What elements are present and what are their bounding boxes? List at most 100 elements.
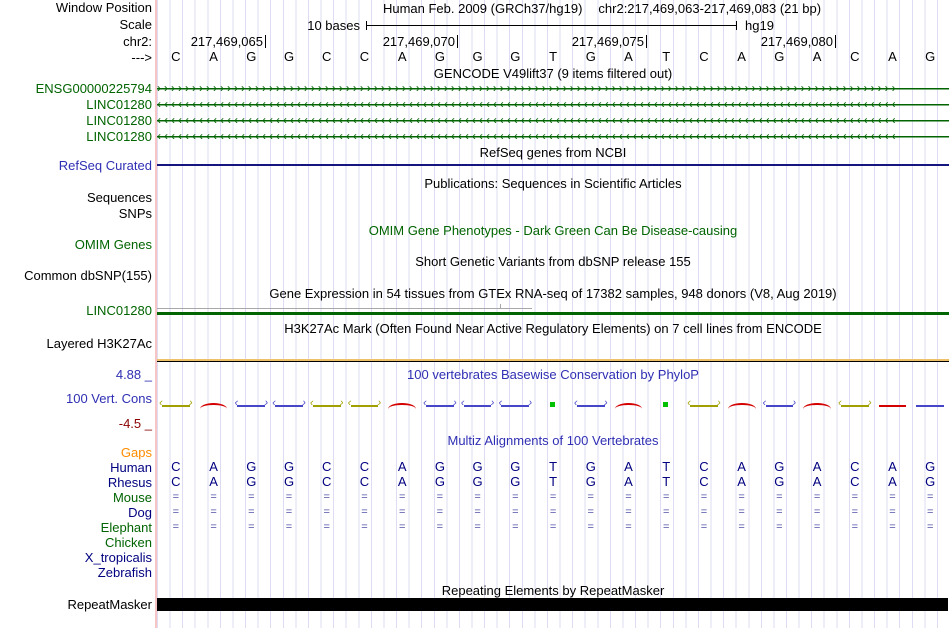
alignment-base: = xyxy=(172,491,180,503)
alignment-base: G xyxy=(283,474,295,489)
conservation-glyph xyxy=(270,398,308,411)
track-label-common-dbsnp[interactable]: Common dbSNP(155) xyxy=(24,268,152,283)
alignment-base: G xyxy=(585,459,596,474)
refseq-gene-line[interactable] xyxy=(157,164,949,166)
gtex-gene-model-line[interactable] xyxy=(157,308,532,309)
gene-label-linc01280[interactable]: LINC01280 xyxy=(86,113,152,128)
alignment-base: = xyxy=(813,491,821,503)
conservation-max-value: 4.88 _ xyxy=(115,367,152,382)
alignment-base: G xyxy=(925,459,936,474)
track-title-repeatmasker[interactable]: Repeating Elements by RepeatMasker xyxy=(441,583,665,598)
alignment-base: G xyxy=(585,474,596,489)
track-label-gtex-linc01280[interactable]: LINC01280 xyxy=(86,303,152,318)
alignment-base: = xyxy=(625,521,632,533)
conservation-glyph xyxy=(195,399,233,411)
conservation-glyph xyxy=(232,398,270,411)
alignment-base: G xyxy=(283,49,295,64)
track-title-publications[interactable]: Publications: Sequences in Scientific Ar… xyxy=(424,176,682,191)
alignment-base: = xyxy=(889,491,896,503)
conservation-wiggle[interactable] xyxy=(157,398,949,411)
conservation-glyph xyxy=(496,398,534,411)
alignment-base: = xyxy=(512,506,519,518)
track-title-refseq[interactable]: RefSeq genes from NCBI xyxy=(479,145,627,160)
alignment-base: = xyxy=(210,521,217,533)
alignment-base: C xyxy=(699,49,709,64)
alignment-base: C xyxy=(359,459,370,474)
alignment-base: = xyxy=(700,521,708,533)
position-range: chr2:217,469,063-217,469,083 (21 bp) xyxy=(598,1,822,16)
alignment-base: T xyxy=(662,459,671,474)
repeatmasker-element-bar[interactable] xyxy=(157,598,948,611)
conservation-glyph xyxy=(421,398,459,411)
gene-label-linc01280[interactable]: LINC01280 xyxy=(86,97,152,112)
coordinate-tick: 217,469,075 xyxy=(537,35,647,48)
multiz-label-chicken[interactable]: Chicken xyxy=(105,535,152,550)
alignment-base: G xyxy=(585,49,596,64)
alignment-base: G xyxy=(434,49,445,64)
gene-label-ensg00000225794[interactable]: ENSG00000225794 xyxy=(35,81,152,96)
alignment-base: C xyxy=(171,459,181,474)
alignment-base: = xyxy=(889,506,896,518)
alignment-base: A xyxy=(888,474,897,489)
track-label-omim-genes[interactable]: OMIM Genes xyxy=(74,237,152,252)
multiz-row-elephant: = = = = = = = = = = = = = = = = = = = = = xyxy=(157,520,949,534)
alignment-base: = xyxy=(587,521,594,533)
alignment-base: C xyxy=(850,474,860,489)
alignment-base: G xyxy=(472,49,483,64)
alignment-base: T xyxy=(662,474,671,489)
track-title-gencode[interactable]: GENCODE V49lift37 (9 items filtered out) xyxy=(433,66,673,81)
alignment-base: = xyxy=(738,506,745,518)
alignment-base: G xyxy=(510,459,521,474)
gene-label-linc01280[interactable]: LINC01280 xyxy=(86,129,152,144)
track-label-100-vert-cons[interactable]: 100 Vert. Cons xyxy=(66,391,152,406)
coordinate-tick: 217,469,065 xyxy=(156,35,266,48)
multiz-label-rhesus[interactable]: Rhesus xyxy=(107,475,152,490)
alignment-base: A xyxy=(624,459,633,474)
track-title-dbsnp[interactable]: Short Genetic Variants from dbSNP releas… xyxy=(415,254,691,269)
multiz-label-gaps[interactable]: Gaps xyxy=(120,445,152,460)
alignment-base: T xyxy=(662,49,671,64)
multiz-label-zebrafish[interactable]: Zebrafish xyxy=(97,565,152,580)
alignment-base: = xyxy=(436,521,444,533)
gene-model-reverse-strand[interactable]: ‹‹‹‹‹‹‹‹‹‹‹‹‹‹‹‹‹‹‹‹‹‹‹‹‹‹‹‹‹‹‹‹‹‹‹‹‹‹‹‹… xyxy=(157,114,949,127)
conservation-glyph xyxy=(346,398,384,411)
track-label-refseq-curated[interactable]: RefSeq Curated xyxy=(58,158,152,173)
alignment-base: = xyxy=(587,506,594,518)
multiz-label-dog[interactable]: Dog xyxy=(128,505,152,520)
alignment-base: = xyxy=(436,491,444,503)
track-label-snps[interactable]: SNPs xyxy=(118,206,152,221)
track-title-omim[interactable]: OMIM Gene Phenotypes - Dark Green Can Be… xyxy=(368,223,738,238)
gtex-gene-bar[interactable] xyxy=(157,312,949,315)
alignment-base: A xyxy=(209,49,218,64)
track-label-repeatmasker[interactable]: RepeatMasker xyxy=(67,597,152,612)
alignment-base: G xyxy=(434,474,445,489)
multiz-label-x-tropicalis[interactable]: X_tropicalis xyxy=(84,550,152,565)
strand-direction-label: ---> xyxy=(131,50,152,65)
track-label-sequences[interactable]: Sequences xyxy=(86,190,152,205)
track-label-layered-h3k27ac[interactable]: Layered H3K27Ac xyxy=(46,336,152,351)
multiz-row-mouse: = = = = = = = = = = = = = = = = = = = = = xyxy=(157,490,949,504)
track-title-gtex[interactable]: Gene Expression in 54 tissues from GTEx … xyxy=(269,286,837,301)
alignment-base: = xyxy=(398,491,406,503)
track-title-h3k27ac[interactable]: H3K27Ac Mark (Often Found Near Active Re… xyxy=(284,321,822,336)
gene-model-reverse-strand[interactable]: ‹‹‹‹‹‹‹‹‹‹‹‹‹‹‹‹‹‹‹‹‹‹‹‹‹‹‹‹‹‹‹‹‹‹‹‹‹‹‹‹… xyxy=(157,98,949,111)
track-title-conservation[interactable]: 100 vertebrates Basewise Conservation by… xyxy=(407,367,699,382)
conservation-glyph xyxy=(798,399,836,411)
alignment-base: A xyxy=(812,49,822,64)
track-title-multiz[interactable]: Multiz Alignments of 100 Vertebrates xyxy=(447,433,659,448)
h3k27ac-signal-line[interactable] xyxy=(157,359,949,361)
multiz-label-mouse[interactable]: Mouse xyxy=(112,490,152,505)
alignment-base: = xyxy=(625,491,632,503)
gene-model-reverse-strand[interactable]: ‹‹‹‹‹‹‹‹‹‹‹‹‹‹‹‹‹‹‹‹‹‹‹‹‹‹‹‹‹‹‹‹‹‹‹‹‹‹‹‹… xyxy=(157,130,949,143)
gene-model-forward-strand[interactable]: ››››››››››››››››››››››››››››››››››››››››… xyxy=(157,82,949,95)
alignment-base: = xyxy=(248,506,255,518)
multiz-label-elephant[interactable]: Elephant xyxy=(100,520,152,535)
alignment-base: = xyxy=(248,521,255,533)
alignment-base: G xyxy=(925,474,936,489)
alignment-base: = xyxy=(776,506,783,518)
multiz-label-human[interactable]: Human xyxy=(110,460,152,475)
alignment-base: A xyxy=(624,474,633,489)
alignment-base: = xyxy=(549,491,557,503)
conservation-glyph xyxy=(534,399,572,411)
alignment-base: C xyxy=(699,474,709,489)
